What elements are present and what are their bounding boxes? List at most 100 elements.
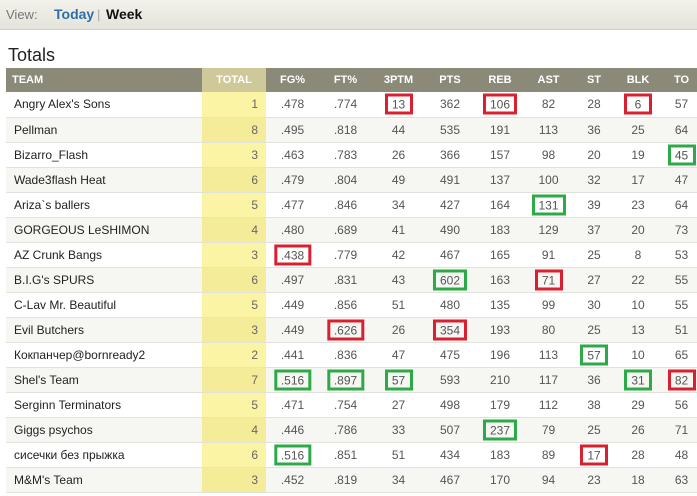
stat-highlight-red: 13 (384, 93, 413, 115)
stat-highlight-green: 602 (432, 269, 468, 290)
stat-cell: 163 (475, 267, 525, 293)
column-header-fg[interactable]: FG% (266, 68, 319, 92)
stat-cell: 131 (525, 192, 572, 218)
column-header-team[interactable]: TEAM (6, 68, 202, 92)
stat-cell: 82 (660, 367, 697, 393)
stat-cell: 42 (372, 242, 425, 268)
team-name-cell[interactable]: C-Lav Mr. Beautiful (6, 292, 202, 318)
stat-cell: 55 (660, 292, 697, 318)
stat-cell: .452 (266, 467, 319, 493)
table-row: Wade3flash Heat 6.479.804 49 491 137 100 32 17 4… (6, 167, 697, 193)
column-header-ft[interactable]: FT% (319, 68, 372, 92)
stat-cell: 20 (572, 142, 616, 168)
stat-cell: 6 (616, 92, 660, 118)
stat-cell: 196 (475, 342, 525, 368)
team-name-cell[interactable]: Evil Butchers (6, 317, 202, 343)
team-name-cell[interactable]: B.I.G's SPURS (6, 267, 202, 293)
team-name-cell[interactable]: Shel's Team (6, 367, 202, 393)
team-name-cell[interactable]: сисечки без прыжка (6, 442, 202, 468)
team-name-cell[interactable]: Giggs psychos (6, 417, 202, 443)
totals-table: TEAM TOTAL FG% FT% 3PTM PTS REB AST ST B… (6, 68, 697, 493)
team-name-cell[interactable]: Serginn Terminators (6, 392, 202, 418)
tab-today[interactable]: Today (54, 6, 95, 22)
stat-cell: 53 (660, 242, 697, 268)
stat-cell: 32 (572, 167, 616, 193)
stat-cell: 26 (372, 142, 425, 168)
stat-highlight-green: 131 (531, 194, 566, 215)
column-header-reb[interactable]: REB (475, 68, 525, 92)
stat-cell: 23 (616, 192, 660, 218)
stat-cell: 17 (572, 442, 616, 468)
stat-cell: 51 (372, 292, 425, 318)
team-name-cell[interactable]: Ariza`s ballers (6, 192, 202, 218)
table-row: Angry Alex's Sons 1.478.774 13 362 106 82 28 6 5… (6, 92, 697, 118)
table-row: сисечки без прыжка 6 .516 .851 51 434 183 89 17 2… (6, 442, 697, 468)
stat-highlight-green: .516 (273, 444, 312, 465)
total-rank-cell: 1 (202, 92, 266, 118)
stat-cell: .478 (266, 92, 319, 118)
tab-week[interactable]: Week (106, 6, 143, 22)
total-rank-cell: 7 (202, 367, 266, 393)
total-rank-cell: 5 (202, 392, 266, 418)
stat-highlight-red: 71 (534, 269, 563, 290)
total-rank-cell: 4 (202, 417, 266, 443)
table-row: Serginn Terminators 5.471.754 27 498 179 112 3… (6, 392, 697, 418)
stat-cell: 210 (475, 367, 525, 393)
total-rank-cell: 2 (202, 342, 266, 368)
stat-cell: .497 (266, 267, 319, 293)
stat-cell: 100 (525, 167, 572, 193)
column-header-pts[interactable]: PTS (425, 68, 475, 92)
stat-cell: 13 (372, 92, 425, 118)
stat-cell: 51 (660, 317, 697, 343)
team-name-cell[interactable]: Wade3flash Heat (6, 167, 202, 193)
team-name-cell[interactable]: Bizarro_Flash (6, 142, 202, 168)
stat-cell: 29 (616, 392, 660, 418)
stat-cell: .836 (319, 342, 372, 368)
column-header-3ptm[interactable]: 3PTM (372, 68, 425, 92)
team-name-cell[interactable]: M&M's Team (6, 467, 202, 493)
column-header-total[interactable]: TOTAL (202, 68, 266, 92)
stat-cell: 64 (660, 192, 697, 218)
stat-cell: 602 (425, 267, 475, 293)
column-header-ast[interactable]: AST (525, 68, 572, 92)
stat-cell: .846 (319, 192, 372, 218)
stat-cell: 26 (616, 417, 660, 443)
stat-cell: 354 (425, 317, 475, 343)
stat-cell: 80 (525, 317, 572, 343)
stat-cell: 25 (616, 117, 660, 143)
column-header-to[interactable]: TO (660, 68, 697, 92)
team-name-cell[interactable]: GORGEOUS LeSHIMON (6, 217, 202, 243)
table-row: Ariza`s ballers 5.477.846 34 427 164 131 39 23 6… (6, 192, 697, 218)
stat-cell: 237 (475, 417, 525, 443)
stat-cell: 19 (616, 142, 660, 168)
total-rank-cell: 3 (202, 142, 266, 168)
stat-highlight-red: 106 (482, 93, 518, 115)
stat-cell: 37 (572, 217, 616, 243)
stat-highlight-red: .626 (326, 319, 365, 340)
stat-cell: 491 (425, 167, 475, 193)
stat-cell: 44 (372, 117, 425, 143)
team-name-cell[interactable]: Pellman (6, 117, 202, 143)
stat-cell: 43 (372, 267, 425, 293)
stat-cell: 55 (660, 267, 697, 293)
stat-cell: .471 (266, 392, 319, 418)
stat-cell: 33 (372, 417, 425, 443)
stat-cell: 113 (525, 342, 572, 368)
stat-cell: .754 (319, 392, 372, 418)
stat-cell: 63 (660, 467, 697, 493)
team-name-cell[interactable]: AZ Crunk Bangs (6, 242, 202, 268)
column-header-st[interactable]: ST (572, 68, 616, 92)
stat-cell: .626 (319, 317, 372, 343)
column-header-blk[interactable]: BLK (616, 68, 660, 92)
stat-cell: 56 (660, 392, 697, 418)
stat-cell: 427 (425, 192, 475, 218)
stat-cell: .818 (319, 117, 372, 143)
stat-cell: 39 (572, 192, 616, 218)
team-name-cell[interactable]: Angry Alex's Sons (6, 92, 202, 118)
total-rank-cell: 5 (202, 292, 266, 318)
stat-cell: .463 (266, 142, 319, 168)
stat-cell: 79 (525, 417, 572, 443)
stat-cell: 36 (572, 117, 616, 143)
total-rank-cell: 6 (202, 267, 266, 293)
team-name-cell[interactable]: Кокпанчер@bornready2 (6, 342, 202, 368)
